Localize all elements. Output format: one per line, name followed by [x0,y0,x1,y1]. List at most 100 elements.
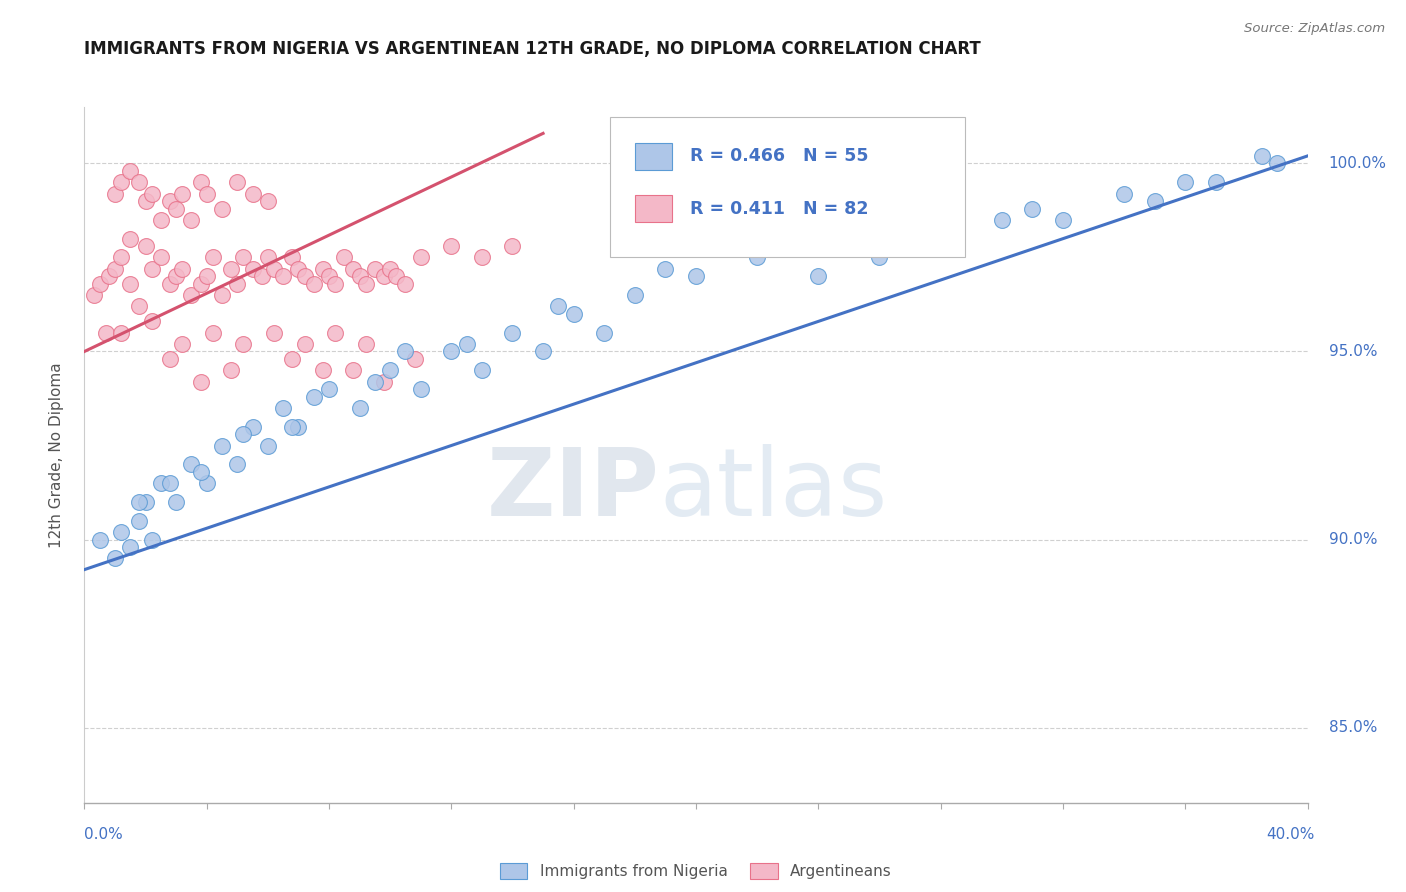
Point [232,427,254,442]
Point [456,337,478,351]
Point [394,344,416,359]
Point [110,175,132,189]
Point [318,269,340,284]
Text: 40.0%: 40.0% [1267,827,1315,841]
Text: Source: ZipAtlas.com: Source: ZipAtlas.com [1244,22,1385,36]
Point [333,251,356,265]
Point [128,514,150,528]
Point [201,326,224,340]
Point [104,186,127,201]
Point [97,269,120,284]
Point [1250,149,1272,163]
Point [364,375,387,389]
Point [201,251,224,265]
Point [257,194,280,208]
Point [1052,212,1074,227]
Point [471,251,494,265]
Point [394,277,416,291]
Point [232,251,254,265]
Point [685,269,707,284]
Point [242,261,264,276]
Point [159,476,181,491]
Text: 95.0%: 95.0% [1329,344,1376,359]
Point [257,251,280,265]
Point [120,164,142,178]
Point [281,251,304,265]
Point [323,326,346,340]
Point [263,261,285,276]
Point [104,551,127,566]
Point [159,277,181,291]
Point [990,212,1012,227]
Point [271,401,294,415]
Point [242,186,264,201]
Point [281,351,304,366]
Point [159,351,181,366]
Point [869,251,891,265]
Point [149,212,172,227]
Point [149,476,172,491]
Text: atlas: atlas [659,443,887,536]
Y-axis label: 12th Grade, No Diploma: 12th Grade, No Diploma [49,362,63,548]
Point [165,269,187,284]
Point [409,382,432,396]
Text: R = 0.466   N = 55: R = 0.466 N = 55 [690,147,869,165]
Point [110,524,132,539]
Text: 100.0%: 100.0% [1329,156,1386,171]
Point [409,251,432,265]
Point [135,239,157,253]
Point [180,458,202,472]
Point [195,476,218,491]
Point [323,277,346,291]
Point [501,239,523,253]
Point [624,288,647,302]
Point [219,363,242,377]
Point [471,363,494,377]
Point [83,288,105,302]
Point [302,390,325,404]
Point [180,288,202,302]
Point [128,299,150,313]
Point [1174,175,1197,189]
Point [1114,186,1136,201]
Point [263,326,285,340]
Point [141,533,163,547]
Point [190,375,212,389]
Point [190,175,212,189]
Point [373,269,395,284]
Point [180,212,202,227]
Point [211,202,233,216]
Point [89,533,111,547]
Point [149,251,172,265]
Point [141,186,163,201]
Point [354,337,377,351]
Point [232,337,254,351]
Point [195,186,218,201]
Point [342,261,364,276]
Point [165,202,187,216]
Point [373,375,395,389]
Point [211,438,233,452]
Point [242,419,264,434]
Point [211,288,233,302]
Point [593,326,616,340]
Text: IMMIGRANTS FROM NIGERIA VS ARGENTINEAN 12TH GRADE, NO DIPLOMA CORRELATION CHART: IMMIGRANTS FROM NIGERIA VS ARGENTINEAN 1… [84,40,981,58]
Point [312,363,335,377]
Point [440,239,463,253]
Point [898,224,921,238]
Legend: Immigrants from Nigeria, Argentineans: Immigrants from Nigeria, Argentineans [494,856,898,886]
Point [281,419,304,434]
Point [141,261,163,276]
Text: ZIP: ZIP [486,443,659,536]
Point [349,269,371,284]
Point [318,382,340,396]
Point [128,175,150,189]
Point [135,495,157,509]
Point [219,261,242,276]
Point [929,232,952,246]
Point [104,261,127,276]
Point [302,277,325,291]
Point [159,194,181,208]
Point [120,540,142,554]
Point [547,299,569,313]
